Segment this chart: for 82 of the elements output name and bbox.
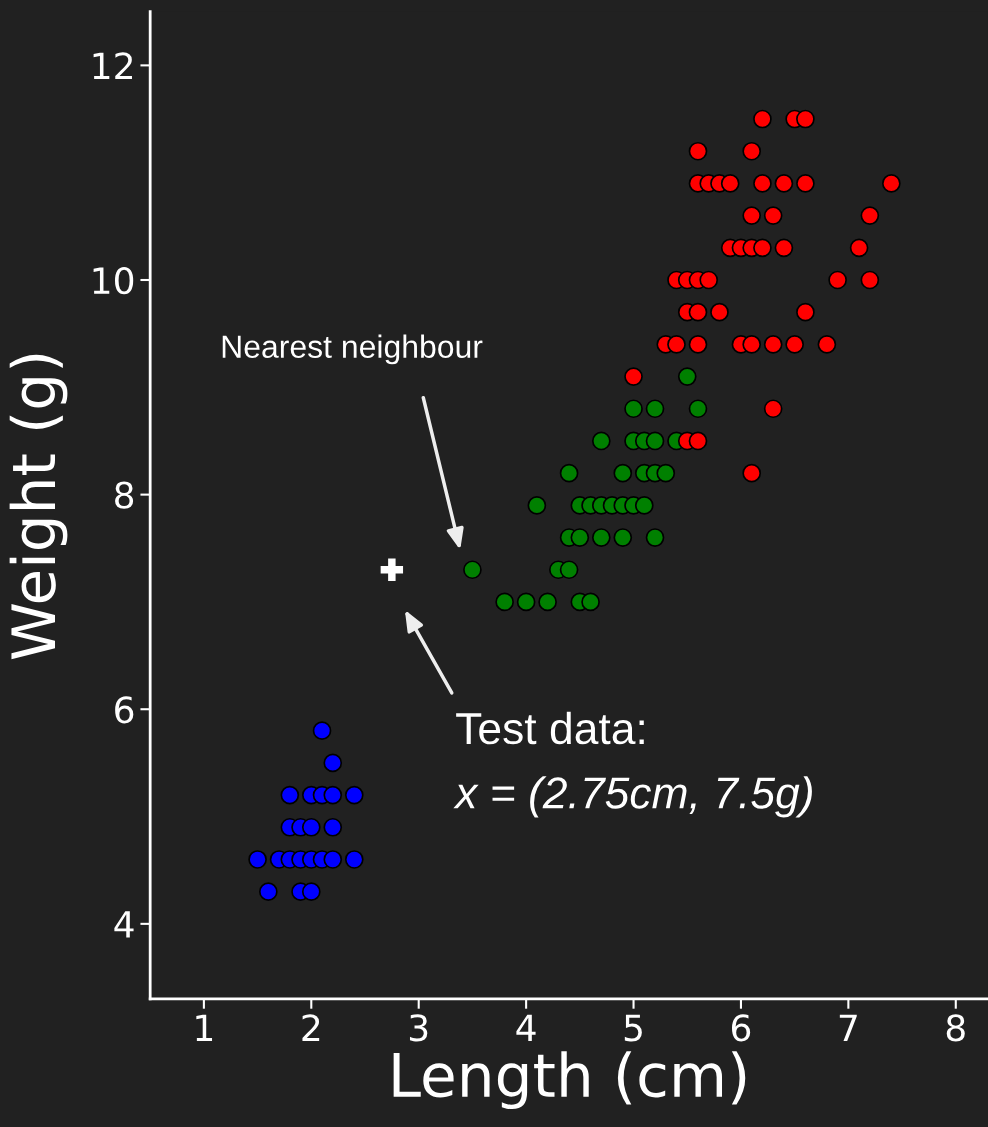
y-axis-title: Weight (g) <box>9 354 68 660</box>
point <box>258 882 278 902</box>
point <box>280 785 300 805</box>
point <box>796 174 815 193</box>
point <box>613 463 633 483</box>
point <box>753 174 772 193</box>
point <box>688 431 708 451</box>
point <box>624 399 643 419</box>
point <box>881 174 901 193</box>
point <box>860 206 880 225</box>
point <box>380 558 404 581</box>
point <box>591 528 611 547</box>
x-tick-label: 4 <box>516 1014 536 1041</box>
point <box>849 238 869 258</box>
point <box>699 270 719 290</box>
point <box>720 174 740 193</box>
point <box>817 335 837 354</box>
x-tick-label: 2 <box>302 1014 320 1041</box>
point <box>645 431 665 451</box>
point <box>796 302 815 322</box>
point <box>710 302 729 322</box>
point <box>559 463 579 483</box>
point <box>785 335 804 354</box>
point <box>860 270 880 290</box>
point <box>656 463 676 483</box>
point <box>753 109 772 129</box>
point <box>753 238 772 258</box>
x-axis-title: Length (cm) <box>393 1051 746 1110</box>
point <box>613 528 633 547</box>
x-tick-label: 7 <box>839 1014 857 1041</box>
point <box>463 560 482 580</box>
point <box>312 721 332 741</box>
y-tick-label: 6 <box>115 696 134 724</box>
point <box>495 592 514 612</box>
point <box>667 335 686 354</box>
point <box>344 850 364 869</box>
point <box>688 399 708 419</box>
point <box>742 335 762 354</box>
x-tick-label: 3 <box>409 1014 428 1042</box>
y-tick-label: 8 <box>115 481 134 509</box>
point <box>516 592 536 612</box>
y-tick-label: 12 <box>93 52 132 80</box>
point <box>828 270 847 290</box>
point <box>591 431 611 451</box>
point <box>763 335 783 354</box>
point <box>323 785 343 805</box>
y-tick-label: 4 <box>114 911 134 938</box>
point <box>323 817 343 837</box>
point <box>323 850 343 869</box>
point <box>774 238 794 258</box>
point <box>645 399 665 419</box>
point <box>570 528 590 547</box>
annotation: Test data: x = (2.75cm, 7.5g) <box>453 711 812 818</box>
point <box>763 399 783 419</box>
point <box>634 496 654 515</box>
point <box>527 496 547 515</box>
point <box>677 367 697 386</box>
point <box>688 302 708 322</box>
point <box>559 560 579 580</box>
point <box>645 528 665 547</box>
y-tick-label: 10 <box>93 266 134 295</box>
x-tick-label: 8 <box>946 1014 965 1042</box>
annotation: Nearest neighbour <box>222 334 483 365</box>
point <box>742 206 762 225</box>
point <box>538 592 557 612</box>
point <box>248 850 267 869</box>
point <box>624 367 643 386</box>
x-tick-label: 6 <box>731 1014 751 1042</box>
point <box>688 141 708 161</box>
point <box>763 206 783 225</box>
x-tick-label: 5 <box>624 1014 642 1042</box>
point <box>796 109 815 129</box>
point <box>581 592 600 612</box>
point <box>742 463 762 483</box>
point <box>323 753 343 773</box>
point <box>742 141 762 161</box>
point <box>688 335 708 354</box>
point <box>301 817 321 837</box>
point <box>774 174 794 193</box>
point <box>344 785 364 805</box>
point <box>301 882 321 902</box>
x-tick-label: 1 <box>196 1014 213 1041</box>
